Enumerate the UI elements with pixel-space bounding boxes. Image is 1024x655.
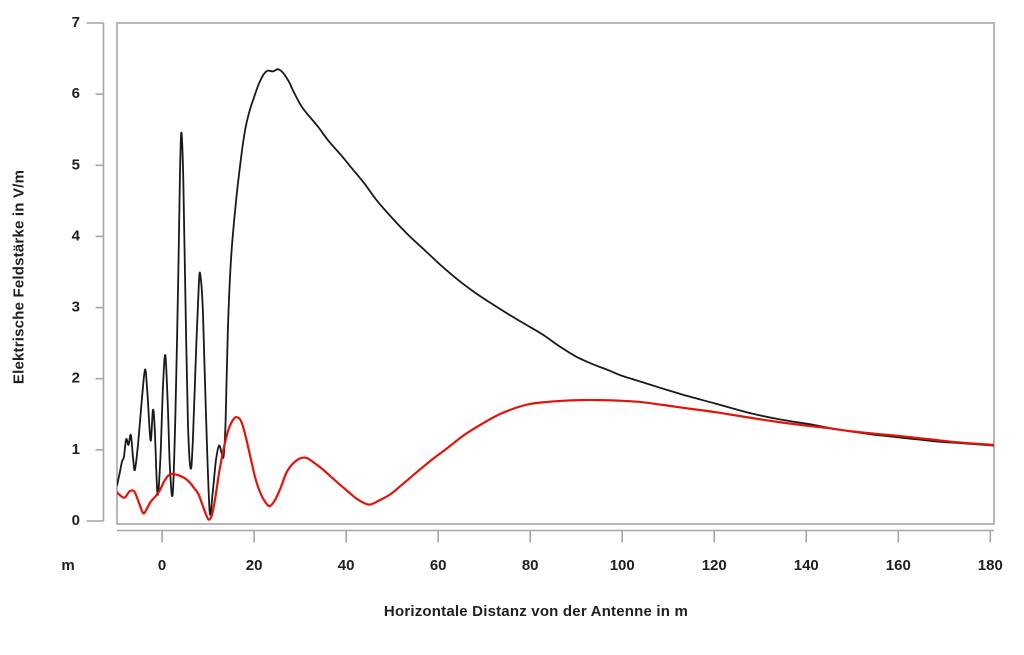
x-tick-label: 40 <box>338 557 355 574</box>
plot-frame <box>116 22 995 525</box>
x-axis-title: Horizontale Distanz von der Antenne in m <box>383 603 689 620</box>
y-tick-label: 5 <box>72 156 80 173</box>
y-tick-label: 2 <box>72 370 80 387</box>
tick-labels: 0 1 2 3 4 5 6 7 0 20 40 60 80 100 120 140 160 180 <box>72 14 1003 574</box>
x-tick-label: 60 <box>430 557 447 574</box>
plot-border <box>116 22 995 525</box>
x-tick-label: 100 <box>610 557 635 574</box>
x-tick-label: 140 <box>794 557 819 574</box>
series-line-1 <box>117 398 994 521</box>
y-axis-title: Elektrische Feldstärke in V/m <box>10 169 28 385</box>
x-tick-label: 0 <box>158 557 166 574</box>
y-tick-label: 0 <box>72 512 80 529</box>
y-tick-label: 7 <box>72 14 80 31</box>
x-tick-label: 180 <box>978 557 1003 574</box>
x-tick-label: 80 <box>522 557 539 574</box>
axes <box>86 22 994 543</box>
y-tick-label: 1 <box>72 441 80 458</box>
y-tick-label: 3 <box>72 299 80 316</box>
x-tick-label: 120 <box>702 557 727 574</box>
y-tick-label: 6 <box>72 85 80 102</box>
x-axis-unit-label: m <box>61 557 74 574</box>
x-tick-label: 20 <box>246 557 263 574</box>
y-tick-label: 4 <box>72 227 81 244</box>
data-series <box>117 68 994 521</box>
x-tick-label: 160 <box>886 557 911 574</box>
